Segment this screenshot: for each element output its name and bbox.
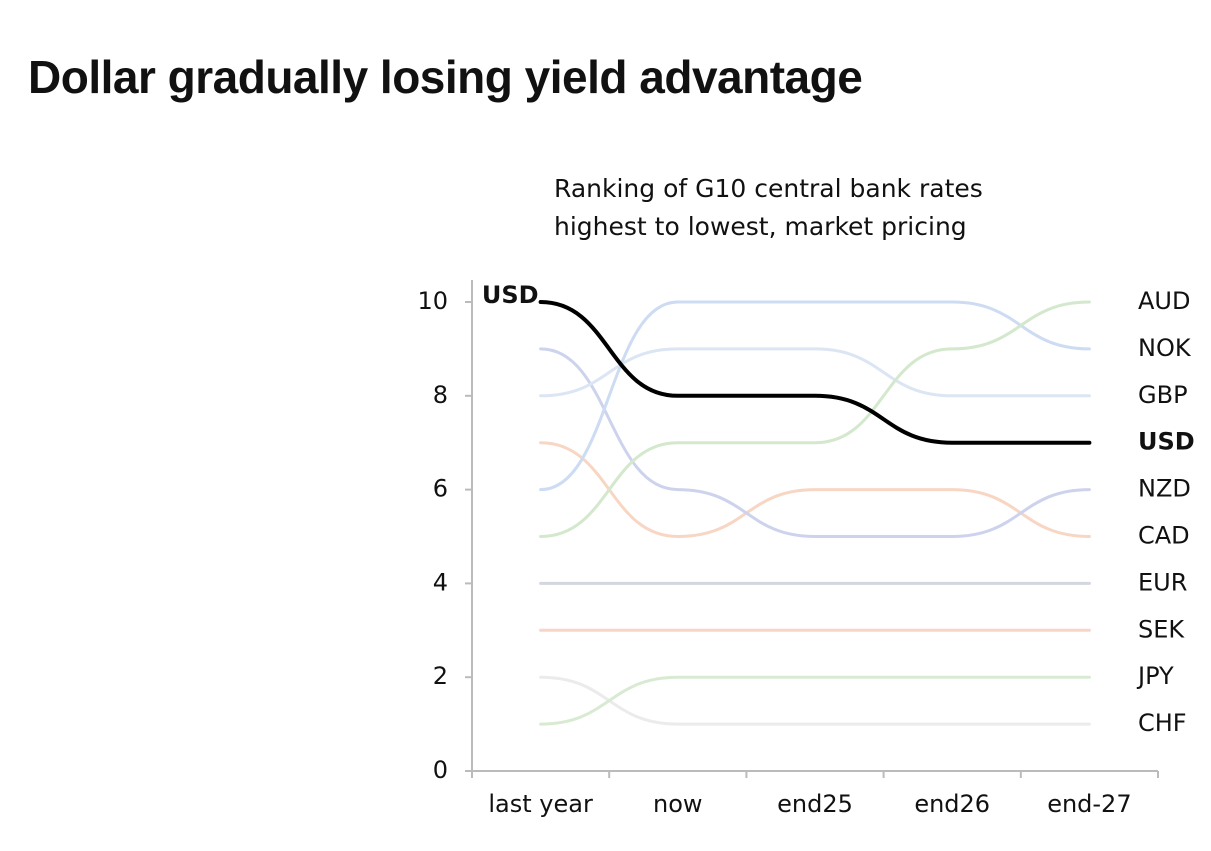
legend-label: CAD — [1138, 522, 1190, 550]
series-line — [539, 675, 1091, 726]
x-tick-label: end26 — [914, 790, 990, 818]
legend-label: NZD — [1138, 475, 1191, 503]
y-tick-label: 8 — [433, 381, 448, 409]
legend-label: SEK — [1138, 615, 1185, 643]
x-tick-label: last year — [488, 790, 593, 818]
series-line — [539, 347, 1091, 539]
series-line — [539, 441, 1091, 539]
y-tick-label: 10 — [417, 287, 448, 315]
y-tick-label: 2 — [433, 662, 448, 690]
x-tick-label: end-27 — [1047, 790, 1131, 818]
series-line — [539, 300, 1091, 538]
legend-label: AUD — [1138, 287, 1190, 315]
series-line — [539, 300, 1091, 492]
legend-label: CHF — [1138, 709, 1187, 737]
legend-label: GBP — [1138, 381, 1188, 409]
chart-subtitle: Ranking of G10 central bank rates highes… — [554, 174, 983, 241]
legend-label: NOK — [1138, 334, 1192, 362]
y-tick-label: 4 — [433, 568, 448, 596]
series-line — [539, 347, 1091, 398]
y-tick-label: 0 — [433, 756, 448, 784]
legend-label: JPY — [1136, 662, 1174, 690]
series-start-label: USD — [482, 281, 539, 309]
series-line — [539, 675, 1091, 726]
x-tick-label: now — [653, 790, 703, 818]
y-tick-label: 6 — [433, 475, 448, 503]
chart-title: Dollar gradually losing yield advantage — [28, 51, 863, 103]
legend-label: EUR — [1138, 568, 1187, 596]
legend-label: USD — [1138, 428, 1195, 456]
x-tick-label: end25 — [777, 790, 853, 818]
series-line — [538, 300, 1092, 445]
